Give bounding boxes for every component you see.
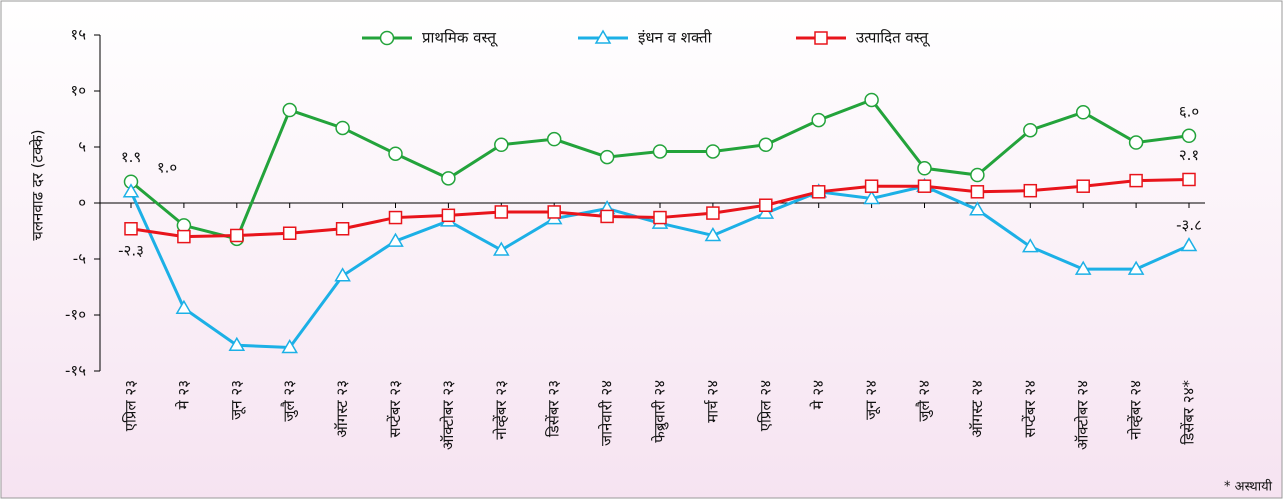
legend-marker [814, 31, 828, 45]
legend-label: उत्पादित वस्तू [856, 29, 930, 48]
data-point [1128, 135, 1144, 150]
data-point [705, 144, 721, 159]
x-tick-label: जानेवारी २४ [598, 380, 616, 446]
data-point [970, 167, 985, 183]
data-point [1182, 172, 1196, 187]
x-tick-label: ऑक्टोबर २४ [1074, 380, 1092, 450]
data-point [811, 112, 826, 128]
x-tick-label: मे २३ [174, 380, 192, 409]
x-tick-label: जून २४ [862, 380, 881, 420]
data-point [864, 179, 879, 193]
y-tick-label: ० [78, 194, 86, 212]
x-tick-label: एप्रिल २४ [756, 380, 774, 431]
data-point [387, 232, 404, 247]
x-tick-label: ऑगस्ट २३ [333, 380, 351, 438]
data-point [122, 183, 140, 198]
x-tick-label: डिसेंबर २४* [1180, 380, 1198, 445]
data-point [175, 299, 193, 315]
data-point [1181, 128, 1197, 144]
data-point [335, 120, 350, 136]
data-point [388, 210, 403, 225]
y-tick-label: १० [70, 82, 86, 100]
data-point [864, 92, 879, 108]
x-tick-label: सप्टेंबर २३ [386, 380, 404, 437]
data-label: २.१ [1179, 146, 1199, 164]
data-point [1023, 122, 1038, 138]
data-point [494, 137, 509, 153]
data-point [704, 226, 722, 242]
y-tick-label: १५ [70, 26, 86, 44]
data-point [388, 146, 403, 161]
data-point [1021, 238, 1039, 253]
data-point [1127, 260, 1145, 275]
data-point [1076, 179, 1090, 193]
data-point [653, 210, 667, 225]
y-tick-label: ५ [78, 138, 86, 156]
data-label: -२.३ [118, 241, 144, 259]
data-point [1129, 173, 1143, 188]
legend-marker [594, 29, 612, 44]
data-label: ६.० [1179, 102, 1199, 120]
data-point [863, 190, 880, 205]
x-tick-label: डिसेंबर २३ [545, 380, 563, 437]
footnote: * अस्थायी [1224, 479, 1273, 495]
data-point [652, 144, 668, 159]
data-point [811, 185, 826, 199]
data-label: १.९ [121, 148, 141, 166]
legend-label: प्राथमिक वस्तू [422, 29, 498, 48]
data-point [282, 226, 297, 240]
data-point [546, 131, 562, 147]
data-point [599, 149, 615, 165]
data-point [1180, 237, 1198, 252]
x-tick-label: नोव्हेंबर २४ [1127, 380, 1145, 440]
data-point [281, 338, 299, 354]
data-point [970, 185, 985, 199]
data-point [441, 171, 456, 186]
x-tick-label: फेब्रुवारी २४ [651, 380, 670, 443]
data-point [917, 179, 932, 193]
data-point [547, 205, 561, 219]
data-point [177, 229, 191, 244]
legend-marker [379, 30, 395, 46]
data-point [758, 137, 774, 153]
x-tick-label: ऑक्टोबर २३ [439, 380, 457, 450]
data-point [969, 201, 986, 216]
data-point [228, 336, 246, 351]
x-tick-label: सप्टेंबर २४ [1021, 380, 1039, 438]
legend-label: इंधन व शक्ती [638, 29, 713, 47]
data-point [1023, 183, 1038, 198]
data-label: १.० [157, 158, 177, 176]
data-point [441, 208, 456, 223]
data-point [1075, 105, 1091, 120]
x-tick-label: जून २३ [227, 380, 246, 420]
data-point [600, 209, 614, 224]
data-point [124, 222, 138, 236]
y-tick-label: -५ [73, 250, 86, 268]
y-tick-label: -१० [65, 306, 86, 324]
data-point [492, 241, 510, 256]
data-point [917, 161, 932, 176]
y-axis-label: चलनवाढ दर (टक्के) [29, 129, 47, 240]
y-tick-label: -१५ [65, 362, 86, 380]
x-tick-label: नोव्हेंबर २३ [492, 380, 510, 440]
x-tick-label: मे २४ [809, 380, 827, 410]
data-point [759, 198, 773, 212]
data-label: -३.८ [1176, 216, 1202, 234]
data-point [494, 205, 509, 219]
data-point [335, 222, 350, 236]
data-point [1074, 260, 1092, 275]
x-tick-label: जुलै २४ [915, 380, 934, 422]
data-point [334, 267, 351, 282]
data-point [757, 204, 775, 219]
x-tick-label: मार्च २४ [703, 380, 721, 423]
data-point [282, 102, 297, 118]
x-tick-label: ऑगस्ट २४ [968, 380, 986, 438]
data-point [706, 206, 720, 220]
x-tick-label: जुलै २३ [280, 380, 299, 422]
data-point [230, 228, 244, 243]
x-tick-label: एप्रिल २३ [122, 380, 140, 431]
